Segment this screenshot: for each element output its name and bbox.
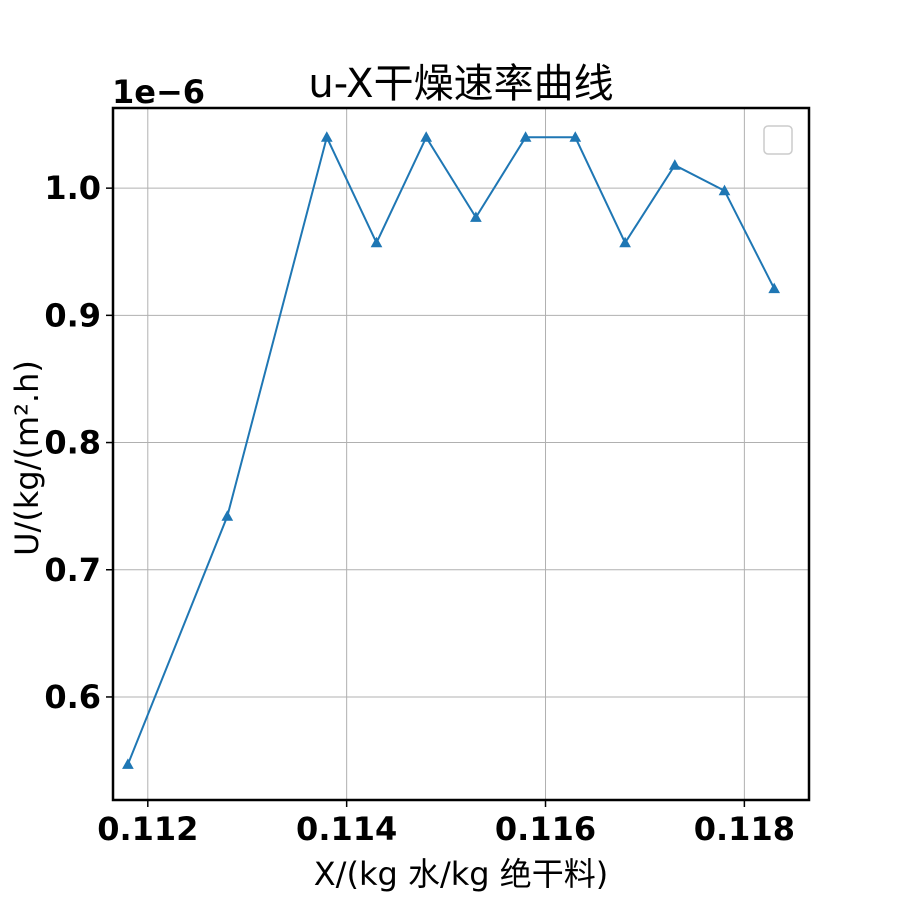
series-line bbox=[126, 134, 776, 765]
legend-box bbox=[763, 125, 793, 155]
data-point-marker bbox=[569, 131, 582, 142]
data-point-marker bbox=[221, 510, 234, 521]
series-layer bbox=[122, 131, 781, 769]
plot-frame bbox=[111, 106, 811, 802]
y-tick-label: 0.8 bbox=[44, 424, 101, 462]
data-point-marker bbox=[519, 131, 532, 142]
x-tick-label: 0.112 bbox=[97, 810, 198, 848]
data-point-marker bbox=[470, 211, 482, 222]
x-axis-label: X/(kg 水/kg 绝干料) bbox=[314, 855, 609, 893]
x-tick-label: 0.118 bbox=[694, 810, 795, 848]
data-point-marker bbox=[619, 236, 631, 248]
data-point-marker bbox=[718, 184, 731, 196]
data-point-marker bbox=[668, 159, 681, 170]
y-axis-label: U/(kg/(m².h) bbox=[8, 360, 46, 556]
data-point-marker bbox=[420, 131, 433, 142]
chart-title: u-X干燥速率曲线 bbox=[308, 61, 613, 107]
x-tick-label: 0.114 bbox=[296, 810, 397, 848]
x-tick-label: 0.116 bbox=[495, 810, 596, 848]
y-tick-label: 0.6 bbox=[44, 678, 101, 716]
data-point-marker bbox=[122, 758, 134, 769]
tick-layer: 0.112 0.114 0.116 0.118 0.6 0.7 0.8 0.9 1.0 bbox=[44, 169, 795, 848]
data-point-marker bbox=[768, 282, 781, 294]
y-tick-label: 1.0 bbox=[44, 169, 101, 207]
grid-layer bbox=[113, 108, 809, 800]
data-point-marker bbox=[370, 236, 383, 248]
y-tick-label: 0.9 bbox=[44, 296, 101, 334]
y-tick-label: 0.7 bbox=[44, 551, 101, 589]
data-point-marker bbox=[320, 131, 333, 142]
y-offset-text: 1e−6 bbox=[112, 73, 205, 111]
